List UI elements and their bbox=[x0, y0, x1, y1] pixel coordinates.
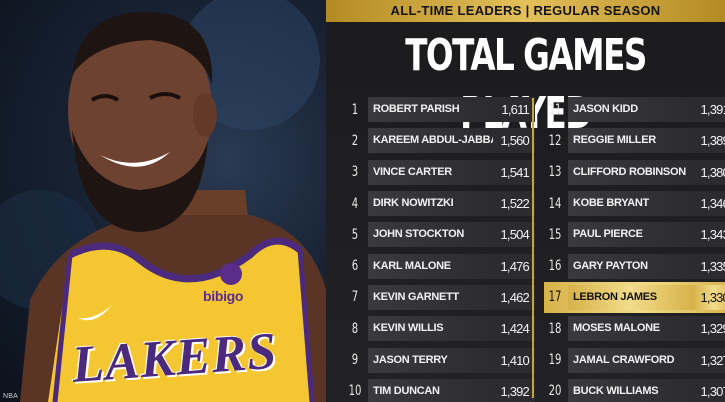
games-value: 1,343 bbox=[693, 222, 725, 248]
rank: 5 bbox=[351, 226, 359, 243]
player-name: KARL MALONE bbox=[368, 253, 493, 279]
games-value: 1,389 bbox=[693, 128, 725, 154]
games-value: 1,611 bbox=[493, 97, 535, 123]
player-name: JAMAL CRAWFORD bbox=[568, 347, 693, 373]
rank: 16 bbox=[548, 258, 562, 275]
rank: 17 bbox=[548, 289, 562, 306]
column-divider bbox=[532, 98, 534, 398]
rank: 4 bbox=[351, 195, 359, 212]
player-name: KAREEM ABDUL-JABBAR bbox=[368, 128, 493, 154]
games-value: 1,476 bbox=[493, 253, 535, 279]
rank: 11 bbox=[548, 101, 562, 118]
rank: 1 bbox=[351, 101, 359, 118]
player-name: KEVIN GARNETT bbox=[368, 284, 493, 310]
player-photo: bibigo LAKERS NBA bbox=[0, 0, 326, 402]
leaders-column-left: 1 ROBERT PARISH 1,611 2 KAREEM ABDUL-JABBAR… bbox=[344, 94, 535, 402]
player-name: VINCE CARTER bbox=[368, 159, 493, 185]
rank: 9 bbox=[351, 352, 359, 369]
rank: 19 bbox=[548, 352, 562, 369]
leader-row: 2 KAREEM ABDUL-JABBAR 1,560 bbox=[344, 125, 535, 156]
games-value: 1,392 bbox=[493, 378, 535, 402]
watermark: NBA bbox=[3, 393, 18, 400]
games-value: 1,410 bbox=[493, 347, 535, 373]
rank: 15 bbox=[548, 226, 562, 243]
sponsor-logo: bibigo bbox=[203, 288, 244, 304]
player-name: JASON TERRY bbox=[368, 347, 493, 373]
rank: 3 bbox=[351, 164, 359, 181]
rank: 12 bbox=[548, 132, 562, 149]
leader-row: 7 KEVIN GARNETT 1,462 bbox=[344, 282, 535, 313]
games-value: 1,307 bbox=[693, 378, 725, 402]
games-value: 1,560 bbox=[493, 128, 535, 154]
rank: 8 bbox=[351, 320, 359, 337]
leader-row: 9 JASON TERRY 1,410 bbox=[344, 344, 535, 375]
leader-row: 10 TIM DUNCAN 1,392 bbox=[344, 376, 535, 402]
banner: ALL-TIME LEADERS | REGULAR SEASON bbox=[326, 0, 725, 22]
games-value: 1,522 bbox=[493, 191, 535, 217]
games-value: 1,462 bbox=[493, 284, 535, 310]
rank: 20 bbox=[548, 383, 562, 400]
player-name: MOSES MALONE bbox=[568, 316, 693, 342]
rank: 14 bbox=[548, 195, 562, 212]
player-name: ROBERT PARISH bbox=[368, 97, 493, 123]
games-value: 1,346 bbox=[693, 191, 725, 217]
player-illustration bbox=[0, 0, 326, 402]
player-name: REGGIE MILLER bbox=[568, 128, 693, 154]
player-name: CLIFFORD ROBINSON bbox=[568, 159, 693, 185]
rank: 2 bbox=[351, 132, 359, 149]
games-value: 1,329 bbox=[693, 316, 725, 342]
games-value: 1,541 bbox=[493, 159, 535, 185]
player-name: PAUL PIERCE bbox=[568, 222, 693, 248]
games-value: 1,380 bbox=[693, 159, 725, 185]
player-name: LEBRON JAMES bbox=[568, 284, 693, 310]
games-value: 1,504 bbox=[493, 222, 535, 248]
player-name: KEVIN WILLIS bbox=[368, 316, 493, 342]
games-value: 1,330 bbox=[693, 284, 725, 310]
player-name: BUCK WILLIAMS bbox=[568, 378, 693, 402]
player-name: GARY PAYTON bbox=[568, 253, 693, 279]
leader-row: 1 ROBERT PARISH 1,611 bbox=[344, 94, 535, 125]
games-value: 1,424 bbox=[493, 316, 535, 342]
games-value: 1,335 bbox=[693, 253, 725, 279]
games-value: 1,391 bbox=[693, 97, 725, 123]
leader-row: 5 JOHN STOCKTON 1,504 bbox=[344, 219, 535, 250]
rank: 10 bbox=[348, 383, 362, 400]
leader-row: 3 VINCE CARTER 1,541 bbox=[344, 157, 535, 188]
leader-row: 8 KEVIN WILLIS 1,424 bbox=[344, 313, 535, 344]
leader-row: 6 KARL MALONE 1,476 bbox=[344, 250, 535, 281]
rank: 13 bbox=[548, 164, 562, 181]
player-name: DIRK NOWITZKI bbox=[368, 191, 493, 217]
player-name: TIM DUNCAN bbox=[368, 378, 493, 402]
rank: 6 bbox=[351, 258, 359, 275]
rank: 18 bbox=[548, 320, 562, 337]
leader-row: 4 DIRK NOWITZKI 1,522 bbox=[344, 188, 535, 219]
rank: 7 bbox=[351, 289, 359, 306]
leaderboard-panel: ALL-TIME LEADERS | REGULAR SEASON TOTAL … bbox=[326, 0, 725, 402]
player-name: KOBE BRYANT bbox=[568, 191, 693, 217]
games-value: 1,327 bbox=[693, 347, 725, 373]
player-name: JOHN STOCKTON bbox=[368, 222, 493, 248]
player-name: JASON KIDD bbox=[568, 97, 693, 123]
